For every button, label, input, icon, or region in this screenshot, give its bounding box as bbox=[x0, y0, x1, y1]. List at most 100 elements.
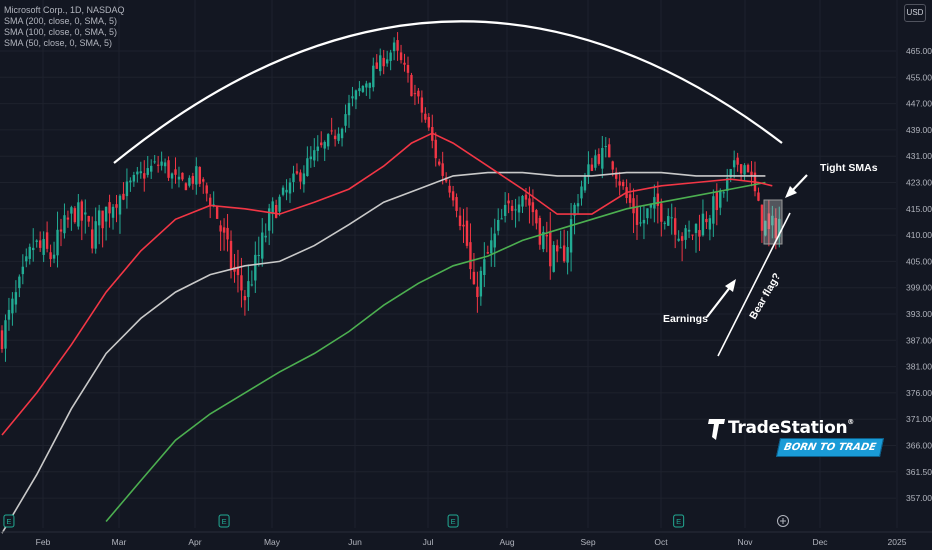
candle-body bbox=[247, 281, 250, 298]
candle-body bbox=[229, 240, 233, 270]
candle bbox=[70, 205, 73, 231]
candle-body bbox=[746, 164, 750, 173]
candle bbox=[719, 188, 722, 216]
legend-sma200: SMA (200, close, 0, SMA, 5) bbox=[4, 16, 118, 26]
candle bbox=[236, 249, 240, 293]
candle bbox=[483, 242, 486, 287]
price-tick-label: 431.00 bbox=[906, 151, 932, 161]
candle bbox=[267, 203, 271, 246]
candle bbox=[365, 80, 368, 96]
candle-body bbox=[38, 240, 42, 248]
candle-body bbox=[392, 42, 396, 52]
tight-smas-label: Tight SMAs bbox=[820, 162, 878, 174]
candle-body bbox=[521, 195, 524, 207]
chart-grid bbox=[0, 0, 898, 528]
candle-body bbox=[587, 164, 590, 177]
candle bbox=[455, 193, 458, 218]
candle bbox=[94, 207, 97, 254]
candle bbox=[243, 289, 247, 316]
candle-body bbox=[434, 139, 437, 159]
earnings-label: Earnings bbox=[663, 313, 708, 325]
candle-body bbox=[455, 197, 458, 211]
price-tick-label: 465.00 bbox=[906, 46, 932, 56]
earnings-marker-icon: E bbox=[218, 514, 230, 528]
candle bbox=[25, 248, 28, 268]
time-tick-label: Jul bbox=[423, 537, 434, 547]
candle bbox=[708, 214, 712, 241]
candle bbox=[250, 270, 254, 287]
candle-body bbox=[760, 204, 764, 231]
candle bbox=[115, 194, 118, 223]
candle-body bbox=[372, 65, 375, 88]
candle-body bbox=[729, 168, 732, 178]
candle bbox=[368, 82, 372, 99]
candle bbox=[59, 218, 63, 247]
candle bbox=[80, 199, 84, 241]
candle bbox=[465, 207, 469, 249]
candle bbox=[396, 32, 399, 61]
candle bbox=[497, 208, 500, 236]
candle-body bbox=[767, 213, 771, 230]
candle bbox=[306, 146, 309, 177]
candle-body bbox=[292, 173, 295, 183]
candle bbox=[462, 208, 465, 243]
candle bbox=[261, 218, 264, 267]
candle bbox=[143, 160, 146, 192]
time-tick-label: Apr bbox=[188, 537, 201, 547]
candle bbox=[320, 131, 323, 148]
price-tick-label: 415.00 bbox=[906, 204, 932, 214]
candle bbox=[125, 168, 129, 209]
candle bbox=[372, 57, 375, 92]
candle bbox=[108, 194, 111, 228]
candle-body bbox=[84, 212, 87, 215]
price-tick-label: 357.00 bbox=[906, 493, 932, 503]
candle-body bbox=[354, 90, 358, 100]
candle bbox=[420, 90, 424, 123]
candle bbox=[212, 191, 215, 208]
candle-body bbox=[545, 234, 548, 237]
candle-body bbox=[649, 203, 653, 208]
candle-body bbox=[150, 165, 153, 172]
candle-body bbox=[507, 200, 510, 204]
price-tick-label: 393.00 bbox=[906, 309, 932, 319]
candle bbox=[271, 197, 274, 234]
candle bbox=[451, 185, 455, 207]
candle bbox=[56, 211, 59, 268]
candle-body bbox=[493, 233, 496, 248]
candle bbox=[351, 86, 354, 107]
price-tick-label: 366.00 bbox=[906, 441, 932, 451]
candle bbox=[649, 203, 653, 219]
candle-body bbox=[396, 40, 399, 51]
candle-body bbox=[66, 217, 70, 220]
candle-body bbox=[524, 194, 528, 200]
candle bbox=[146, 155, 149, 178]
candle-body bbox=[590, 164, 594, 171]
candle bbox=[507, 193, 510, 214]
candle-body bbox=[552, 244, 555, 272]
candle-body bbox=[673, 218, 677, 235]
candle bbox=[639, 205, 642, 227]
candle bbox=[205, 182, 208, 202]
candle bbox=[479, 266, 483, 306]
candle-body bbox=[4, 320, 7, 349]
candle bbox=[559, 230, 562, 249]
candle-body bbox=[87, 215, 90, 222]
indicator-legend[interactable]: Microsoft Corp., 1D, NASDAQ SMA (200, cl… bbox=[4, 5, 125, 49]
candle-body bbox=[417, 90, 420, 97]
candle-body bbox=[632, 198, 635, 214]
candle bbox=[240, 257, 243, 308]
candle bbox=[493, 218, 496, 268]
currency-button[interactable]: USD bbox=[904, 4, 926, 22]
candle-body bbox=[132, 174, 136, 182]
candle-body bbox=[32, 247, 35, 251]
time-tick-label: Jun bbox=[348, 537, 362, 547]
candle-body bbox=[170, 173, 174, 179]
candle bbox=[101, 210, 104, 248]
candle-body bbox=[646, 208, 649, 219]
candle-body bbox=[441, 163, 444, 176]
candle-body bbox=[736, 157, 739, 165]
candle-body bbox=[517, 204, 521, 213]
candle-body bbox=[146, 168, 149, 175]
candle bbox=[385, 50, 389, 67]
